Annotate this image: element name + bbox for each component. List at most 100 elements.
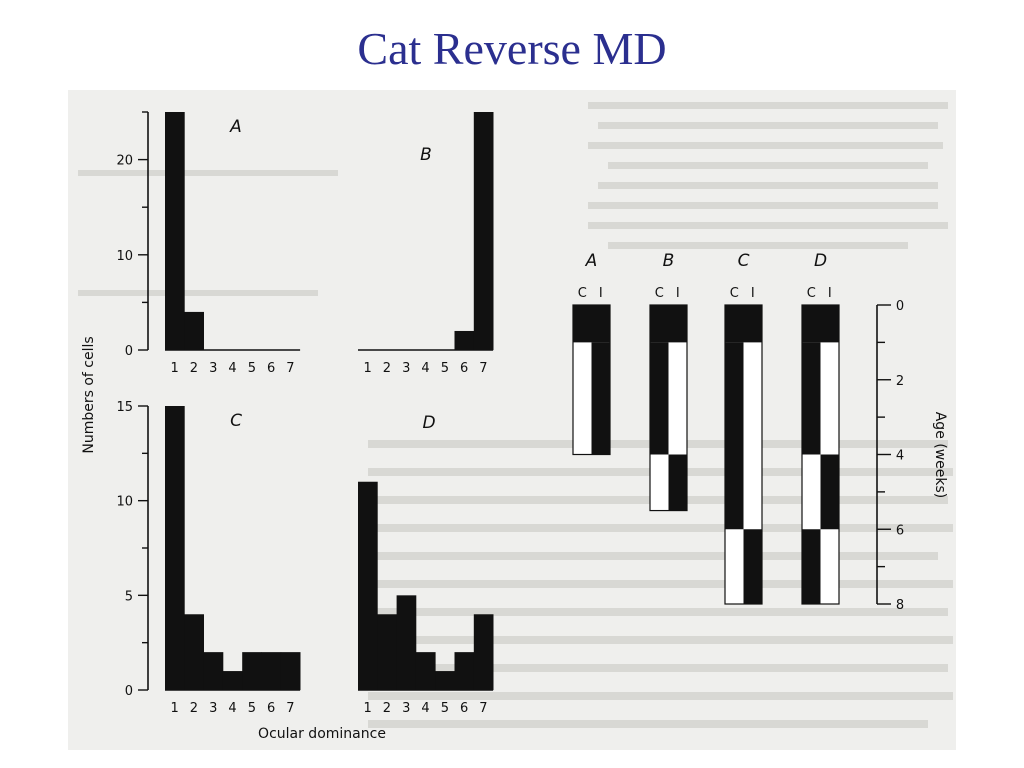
panel-c-bar-3 [203,652,224,690]
timeline-y-axis-title: Age (weeks) [932,412,948,499]
panel-a-x-tick-label: 7 [286,361,294,376]
panel-d-bar-5 [435,671,455,690]
panel-d-bar-3 [396,595,417,690]
panel-a-y-tick-label: 0 [125,344,133,359]
panel-c-bar-1 [165,406,185,690]
panel-a-x-tick-label: 3 [209,361,217,376]
timeline-c-segment-both-closed [725,305,762,343]
panel-a-x-tick-label: 1 [171,361,179,376]
panel-a-letter: A [229,117,242,137]
timeline-c: CC I [724,251,763,605]
panel-c-y-tick-label: 0 [125,684,133,699]
panel-c-x-tick-label: 3 [209,701,217,716]
panel-a-y-tick-label: 10 [116,249,133,264]
panel-a-bar-1 [165,112,185,350]
timeline-d-eye-label-c: C [807,286,816,301]
panel-c-bar-7 [280,652,301,690]
timeline-c-segment-c-closed [725,342,744,530]
timeline-y-tick-label: 0 [896,299,904,314]
timeline-b: BC I [649,251,688,512]
timeline-d-segment-i-closed [820,454,839,530]
timeline-c-eye-label-c: C [730,286,739,301]
panel-c-x-tick-label: 4 [228,701,236,716]
timeline-b-segment-both-closed [650,305,687,343]
panel-d-bar-1 [358,481,378,690]
panel-b-x-tick-label: 7 [479,361,487,376]
timeline-d-eye-label-i: I [828,286,832,301]
panel-d-letter: D [422,413,435,433]
timeline-d-segment-both-closed [802,305,839,343]
panel-c-bar-6 [261,652,282,690]
panel-a-y-tick-label: 20 [116,154,133,169]
timeline-y-tick-label: 2 [896,374,904,389]
panel-b-letter: B [420,145,432,165]
panel-c-bar-4 [222,671,243,690]
timeline-y-tick-label: 8 [896,598,904,613]
timeline-a-eye-label-c: C [578,286,587,301]
timeline-b-segment-i-closed [668,454,687,511]
timeline-c-letter: C [738,251,750,271]
panel-b-x-tick-label: 6 [460,361,468,376]
panel-c-bar-2 [184,614,204,690]
panel-d-bar-6 [454,652,475,690]
panel-a-x-tick-label: 6 [267,361,275,376]
panel-b-histogram: 1 2 3 4 5 6 7 B [358,112,494,376]
panel-c-x-tick-label: 5 [248,701,256,716]
panel-d-x-tick-label: 6 [460,701,468,716]
panel-b-bar-7 [473,112,494,350]
timeline-y-tick-label: 4 [896,449,904,464]
timeline-b-letter: B [663,251,675,271]
timeline-a-segment-i-closed [591,342,610,455]
timeline-d-segment-c-closed [802,342,821,455]
panel-d-bar-4 [415,652,436,690]
slide-title: Cat Reverse MD [357,23,667,74]
timeline-c-segment-i-closed [743,529,762,604]
panel-b-x-tick-label: 5 [441,361,449,376]
panel-d-x-tick-label: 3 [402,701,410,716]
panel-c-x-tick-label: 1 [171,701,179,716]
panel-a-x-tick-label: 4 [228,361,236,376]
panel-c-y-tick-label: 5 [125,589,133,604]
panel-d-x-tick-label: 1 [364,701,372,716]
panel-d-histogram: 1 2 3 4 5 6 7 D [358,413,494,716]
rearing-timeline: 0 2 4 6 8 [876,299,904,613]
panel-b-x-tick-label: 3 [402,361,410,376]
panel-d-x-tick-label: 5 [441,701,449,716]
panel-a-histogram: 0 10 20 1 2 3 4 5 6 7 A [116,111,301,376]
panel-d-x-tick-label: 7 [479,701,487,716]
timeline-d-segment-c-closed [802,529,821,604]
panel-c-y-tick-label: 10 [116,495,133,510]
timeline-d-letter: D [814,251,827,271]
panel-d-bar-7 [473,614,494,690]
panel-c-letter: C [230,411,242,431]
histogram-x-axis-title: Ocular dominance [258,726,386,742]
panel-b-x-tick-label: 1 [364,361,372,376]
timeline-a: AC I [572,251,611,456]
timeline-y-tick-label: 6 [896,523,904,538]
panel-b-bar-6 [454,330,475,350]
panel-a-x-tick-label: 2 [190,361,198,376]
panel-d-x-tick-label: 4 [421,701,429,716]
panel-a-bar-2 [184,311,204,350]
panel-c-y-tick-label: 15 [116,400,133,415]
timeline-d: DC I [801,251,840,605]
timeline-b-segment-c-closed [650,342,669,455]
panel-c-bar-5 [242,652,262,690]
panel-c-x-tick-label: 2 [190,701,198,716]
panel-b-x-tick-label: 2 [383,361,391,376]
timeline-a-segment-both-closed [573,305,610,343]
timeline-a-letter: A [585,251,598,271]
panel-d-x-tick-label: 2 [383,701,391,716]
histogram-y-axis-title: Numbers of cells [81,336,97,453]
panel-b-x-tick-label: 4 [421,361,429,376]
panel-d-bar-2 [377,614,397,690]
timeline-a-eye-label-i: I [599,286,603,301]
timeline-b-eye-label-i: I [676,286,680,301]
panel-c-x-tick-label: 7 [286,701,294,716]
panel-c-x-tick-label: 6 [267,701,275,716]
timeline-b-eye-label-c: C [655,286,664,301]
timeline-c-eye-label-i: I [751,286,755,301]
panel-a-x-tick-label: 5 [248,361,256,376]
